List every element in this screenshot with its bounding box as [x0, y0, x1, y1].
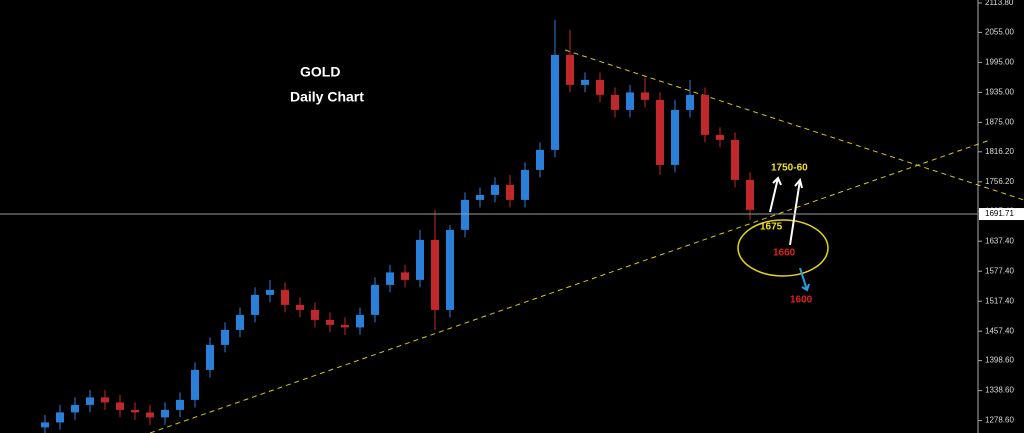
y-tick-label: 2055.00 [985, 28, 1014, 37]
candle-body [716, 134, 724, 140]
y-tick-label: 1995.00 [985, 58, 1014, 67]
y-tick-label: 2113.80 [985, 0, 1014, 7]
y-tick-label: 1756.20 [985, 177, 1014, 186]
candle-body [521, 169, 529, 200]
candle-body [266, 289, 274, 295]
annotation: 1750-60 [771, 163, 808, 174]
candle-body [641, 92, 649, 100]
candle-body [206, 344, 214, 370]
chart-title: GOLD [300, 64, 340, 80]
candle-body [86, 397, 94, 405]
candle-body [236, 314, 244, 330]
y-tick-label: 1338.60 [985, 386, 1014, 395]
candle-body [491, 184, 499, 195]
arrow-up [769, 176, 782, 213]
y-tick-label: 1637.40 [985, 236, 1014, 245]
candle-body [56, 412, 64, 423]
candle-body [161, 409, 169, 418]
chart-subtitle: Daily Chart [290, 89, 364, 105]
support-zone [737, 219, 829, 277]
candle-body [401, 272, 409, 280]
candle-body [536, 149, 544, 170]
y-tick-label: 1816.20 [985, 147, 1014, 156]
candle-body [746, 179, 754, 210]
candle-body [341, 324, 349, 328]
y-tick-label: 1935.00 [985, 88, 1014, 97]
current-price-box [979, 208, 1024, 221]
current-price-label: 1691.71 [985, 209, 1014, 218]
y-tick-label: 1398.60 [985, 356, 1014, 365]
candle-body [431, 239, 439, 310]
trendline-lower [149, 139, 991, 433]
candle-body [371, 284, 379, 315]
candle-body [731, 139, 739, 180]
candle-body [686, 94, 694, 110]
candle-body [326, 319, 334, 325]
candle-body [176, 399, 184, 410]
candle-body [116, 402, 124, 410]
candle-body [281, 289, 289, 305]
candle-body [41, 422, 49, 428]
candle-body [71, 404, 79, 413]
candle-body [296, 304, 304, 310]
y-tick-label: 1278.60 [985, 416, 1014, 425]
y-tick-label: 1517.40 [985, 296, 1014, 305]
y-tick-label: 1875.00 [985, 118, 1014, 127]
candle-body [446, 229, 454, 310]
candle-body [356, 314, 364, 328]
candle-body [671, 109, 679, 165]
candle-body [626, 92, 634, 110]
candle-body [506, 184, 514, 200]
y-tick-label: 1457.40 [985, 326, 1014, 335]
candle-body [146, 412, 154, 418]
candle-body [596, 79, 604, 95]
candle-body [701, 94, 709, 135]
candle-body [101, 397, 109, 403]
candle-body [191, 369, 199, 400]
candle-body [581, 79, 589, 85]
candle-body [386, 272, 394, 285]
y-tick-label: 1577.40 [985, 266, 1014, 275]
candle-body [311, 309, 319, 320]
candle-body [221, 329, 229, 345]
candle-body [131, 409, 139, 413]
candle-body [611, 94, 619, 110]
candle-body [416, 239, 424, 280]
candle-body [476, 194, 484, 200]
candle-body [566, 54, 574, 85]
annotation: 1675 [760, 222, 783, 233]
candle-body [461, 199, 469, 230]
candle-body [551, 54, 559, 150]
annotation: 1660 [773, 248, 796, 259]
arrow-down [799, 267, 810, 292]
annotation: 1600 [790, 295, 813, 306]
arrow-up [789, 177, 803, 246]
candle-body [656, 99, 664, 165]
candle-body [251, 294, 259, 315]
